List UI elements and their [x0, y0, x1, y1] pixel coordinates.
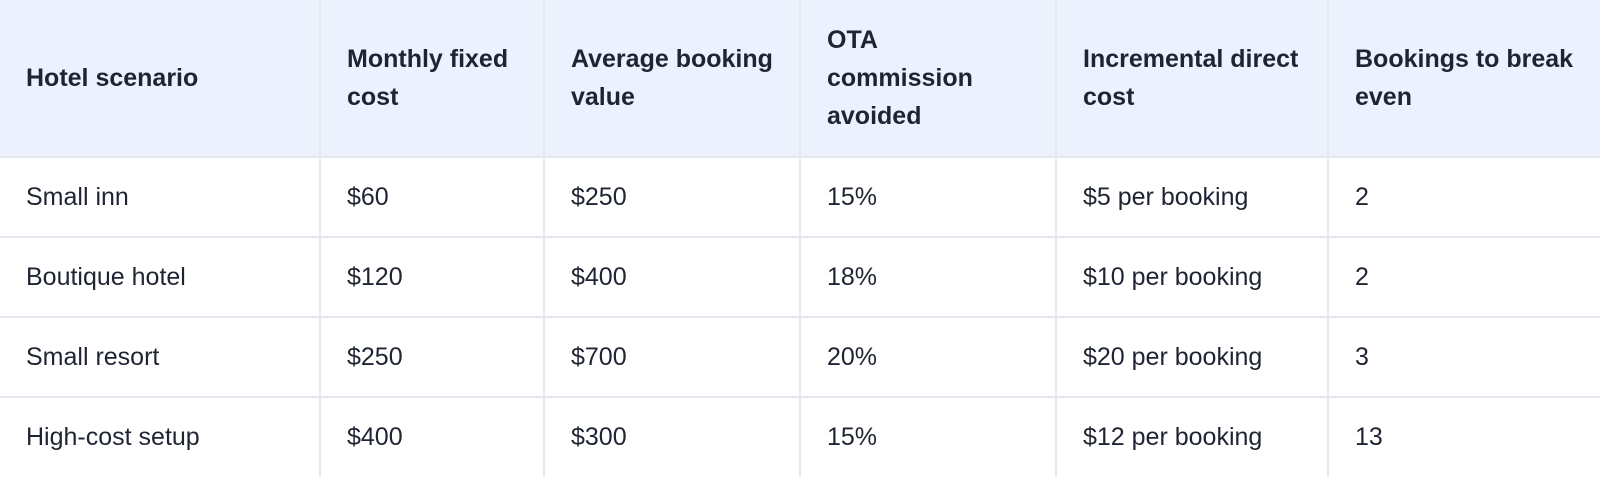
cell-bookings-to-break-even: 3: [1327, 316, 1600, 398]
header-hotel-scenario: Hotel scenario: [0, 0, 321, 158]
cell-incremental-direct-cost: $5 per booking: [1055, 156, 1329, 238]
cell-incremental-direct-cost: $10 per booking: [1055, 236, 1329, 318]
header-monthly-fixed-cost: Monthly fixed cost: [319, 0, 545, 158]
cell-monthly-fixed-cost: $60: [319, 156, 545, 238]
cell-ota-commission-avoided: 20%: [799, 316, 1057, 398]
cell-incremental-direct-cost: $12 per booking: [1055, 396, 1329, 476]
cell-bookings-to-break-even: 2: [1327, 156, 1600, 238]
cell-average-booking-value: $250: [543, 156, 801, 238]
break-even-table: Hotel scenario Monthly fixed cost Averag…: [0, 0, 1600, 476]
header-row: Hotel scenario Monthly fixed cost Averag…: [0, 0, 1600, 158]
table-row: High-cost setup $400 $300 15% $12 per bo…: [0, 396, 1600, 476]
cell-bookings-to-break-even: 2: [1327, 236, 1600, 318]
table-body: Small inn $60 $250 15% $5 per booking 2 …: [0, 156, 1600, 476]
header-average-booking-value: Average booking value: [543, 0, 801, 158]
cell-hotel-scenario: Boutique hotel: [0, 236, 321, 318]
cell-average-booking-value: $700: [543, 316, 801, 398]
cell-bookings-to-break-even: 13: [1327, 396, 1600, 476]
cell-average-booking-value: $400: [543, 236, 801, 318]
cell-monthly-fixed-cost: $250: [319, 316, 545, 398]
cell-hotel-scenario: High-cost setup: [0, 396, 321, 476]
cell-hotel-scenario: Small inn: [0, 156, 321, 238]
table-row: Boutique hotel $120 $400 18% $10 per boo…: [0, 236, 1600, 318]
cell-ota-commission-avoided: 18%: [799, 236, 1057, 318]
cell-ota-commission-avoided: 15%: [799, 156, 1057, 238]
header-bookings-to-break-even: Bookings to break even: [1327, 0, 1600, 158]
header-ota-commission-avoided: OTA commission avoided: [799, 0, 1057, 158]
table-row: Small inn $60 $250 15% $5 per booking 2: [0, 156, 1600, 238]
cell-ota-commission-avoided: 15%: [799, 396, 1057, 476]
table-header: Hotel scenario Monthly fixed cost Averag…: [0, 0, 1600, 158]
cell-monthly-fixed-cost: $400: [319, 396, 545, 476]
cell-hotel-scenario: Small resort: [0, 316, 321, 398]
cell-average-booking-value: $300: [543, 396, 801, 476]
cell-monthly-fixed-cost: $120: [319, 236, 545, 318]
header-incremental-direct-cost: Incremental direct cost: [1055, 0, 1329, 158]
table-row: Small resort $250 $700 20% $20 per booki…: [0, 316, 1600, 398]
cell-incremental-direct-cost: $20 per booking: [1055, 316, 1329, 398]
